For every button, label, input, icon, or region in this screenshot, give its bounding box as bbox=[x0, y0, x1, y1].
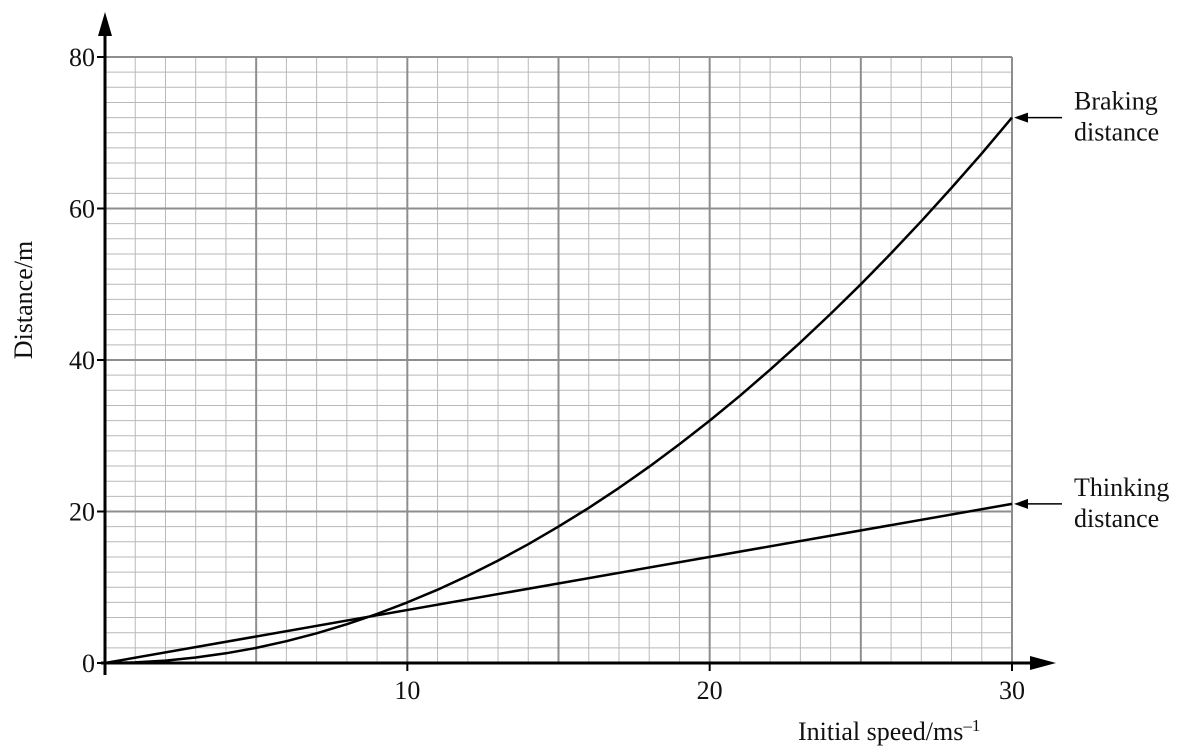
y-tick-label: 40 bbox=[69, 346, 95, 375]
tick-labels: 0 20 40 60 80 10 20 30 bbox=[69, 43, 1025, 705]
y-tick-label: 0 bbox=[82, 649, 95, 678]
x-tick-label: 10 bbox=[394, 676, 420, 705]
series-line-thinking bbox=[104, 502, 1013, 665]
x-axis-arrow bbox=[1030, 656, 1056, 670]
axes bbox=[97, 12, 1056, 675]
y-tick-label: 20 bbox=[69, 498, 95, 527]
x-axis-title: Initial speed/ms–1 bbox=[798, 716, 980, 746]
x-tick-label: 30 bbox=[999, 676, 1025, 705]
series-layer bbox=[104, 116, 1013, 665]
x-axis-title-superscript: –1 bbox=[962, 716, 980, 735]
y-tick-label: 80 bbox=[69, 43, 95, 72]
y-axis-arrow bbox=[98, 12, 112, 36]
annotation-arrowhead-braking bbox=[1014, 112, 1028, 123]
series-label-braking-line1: Braking bbox=[1074, 87, 1158, 116]
series-label-thinking-line2: distance bbox=[1074, 504, 1159, 533]
series-label-braking-line2: distance bbox=[1074, 118, 1159, 147]
annotation-arrowhead-thinking bbox=[1014, 498, 1028, 509]
x-axis-title-main: Initial speed/ms bbox=[798, 717, 963, 746]
y-axis-title: Distance/m bbox=[9, 241, 38, 359]
y-tick-label: 60 bbox=[69, 195, 95, 224]
x-tick-label: 20 bbox=[697, 676, 723, 705]
series-label-thinking-line1: Thinking bbox=[1074, 473, 1169, 502]
series-line-braking bbox=[104, 116, 1013, 665]
